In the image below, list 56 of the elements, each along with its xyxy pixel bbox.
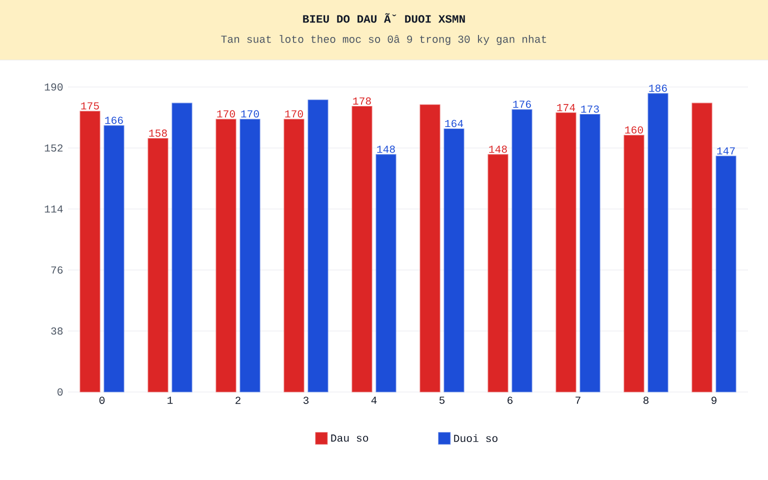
x-tick-label: 5 [439, 396, 445, 404]
bar [172, 102, 192, 392]
x-tick-label: 1 [168, 396, 173, 404]
bar [80, 110, 100, 392]
bar [420, 104, 440, 392]
data-label: 175 [81, 102, 99, 110]
bar [308, 100, 328, 392]
bar [148, 138, 168, 392]
chart-subtitle: Tan suat loto theo moc so 0â 9 trong 30 ky gan nhat [221, 35, 546, 45]
bar [376, 154, 396, 392]
data-label: 178 [353, 97, 371, 105]
bar [580, 114, 600, 392]
data-label: 147 [717, 147, 735, 154]
x-tick-label: 8 [643, 396, 648, 404]
data-label: 166 [105, 116, 123, 124]
data-label: 164 [445, 120, 464, 128]
data-label: 148 [489, 146, 507, 153]
legend-label: Dau so [331, 434, 368, 442]
x-tick-label: 6 [508, 396, 513, 404]
data-label: 176 [513, 100, 531, 108]
bar [488, 154, 508, 392]
x-tick-label: 0 [99, 396, 105, 404]
bar [716, 156, 736, 392]
x-tick-label: 7 [576, 396, 580, 404]
y-tick-label: 152 [44, 144, 63, 152]
data-label: 173 [581, 105, 599, 113]
y-tick-label: 38 [51, 327, 63, 335]
data-label: 174 [557, 104, 576, 112]
legend-label: Duoi so [454, 434, 498, 442]
bar [624, 134, 644, 392]
x-tick-label: 4 [371, 396, 377, 404]
chart-title: BIEU DO DAU Ãˇ DUOI XSMN [303, 13, 465, 23]
bar [512, 109, 532, 392]
data-label: 170 [241, 110, 259, 118]
bar [692, 102, 712, 392]
bar [216, 118, 236, 392]
y-tick-label: 190 [44, 83, 63, 91]
data-label: 148 [377, 146, 395, 153]
bar [352, 106, 372, 392]
data-label: 160 [625, 126, 643, 134]
y-tick-label: 0 [58, 388, 63, 396]
data-label: 186 [649, 84, 667, 92]
bar [556, 112, 576, 392]
data-label: 170 [217, 110, 235, 118]
data-label: 158 [149, 130, 167, 137]
data-label: 170 [285, 110, 303, 118]
x-tick-label: 2 [236, 396, 240, 404]
bar [104, 125, 124, 392]
x-tick-label: 3 [303, 396, 309, 404]
bar [648, 93, 668, 392]
bar [284, 118, 304, 392]
bar [240, 118, 260, 392]
y-tick-label: 114 [44, 205, 63, 213]
x-tick-label: 9 [712, 396, 716, 404]
bar [444, 128, 464, 392]
y-tick-label: 76 [51, 266, 63, 274]
